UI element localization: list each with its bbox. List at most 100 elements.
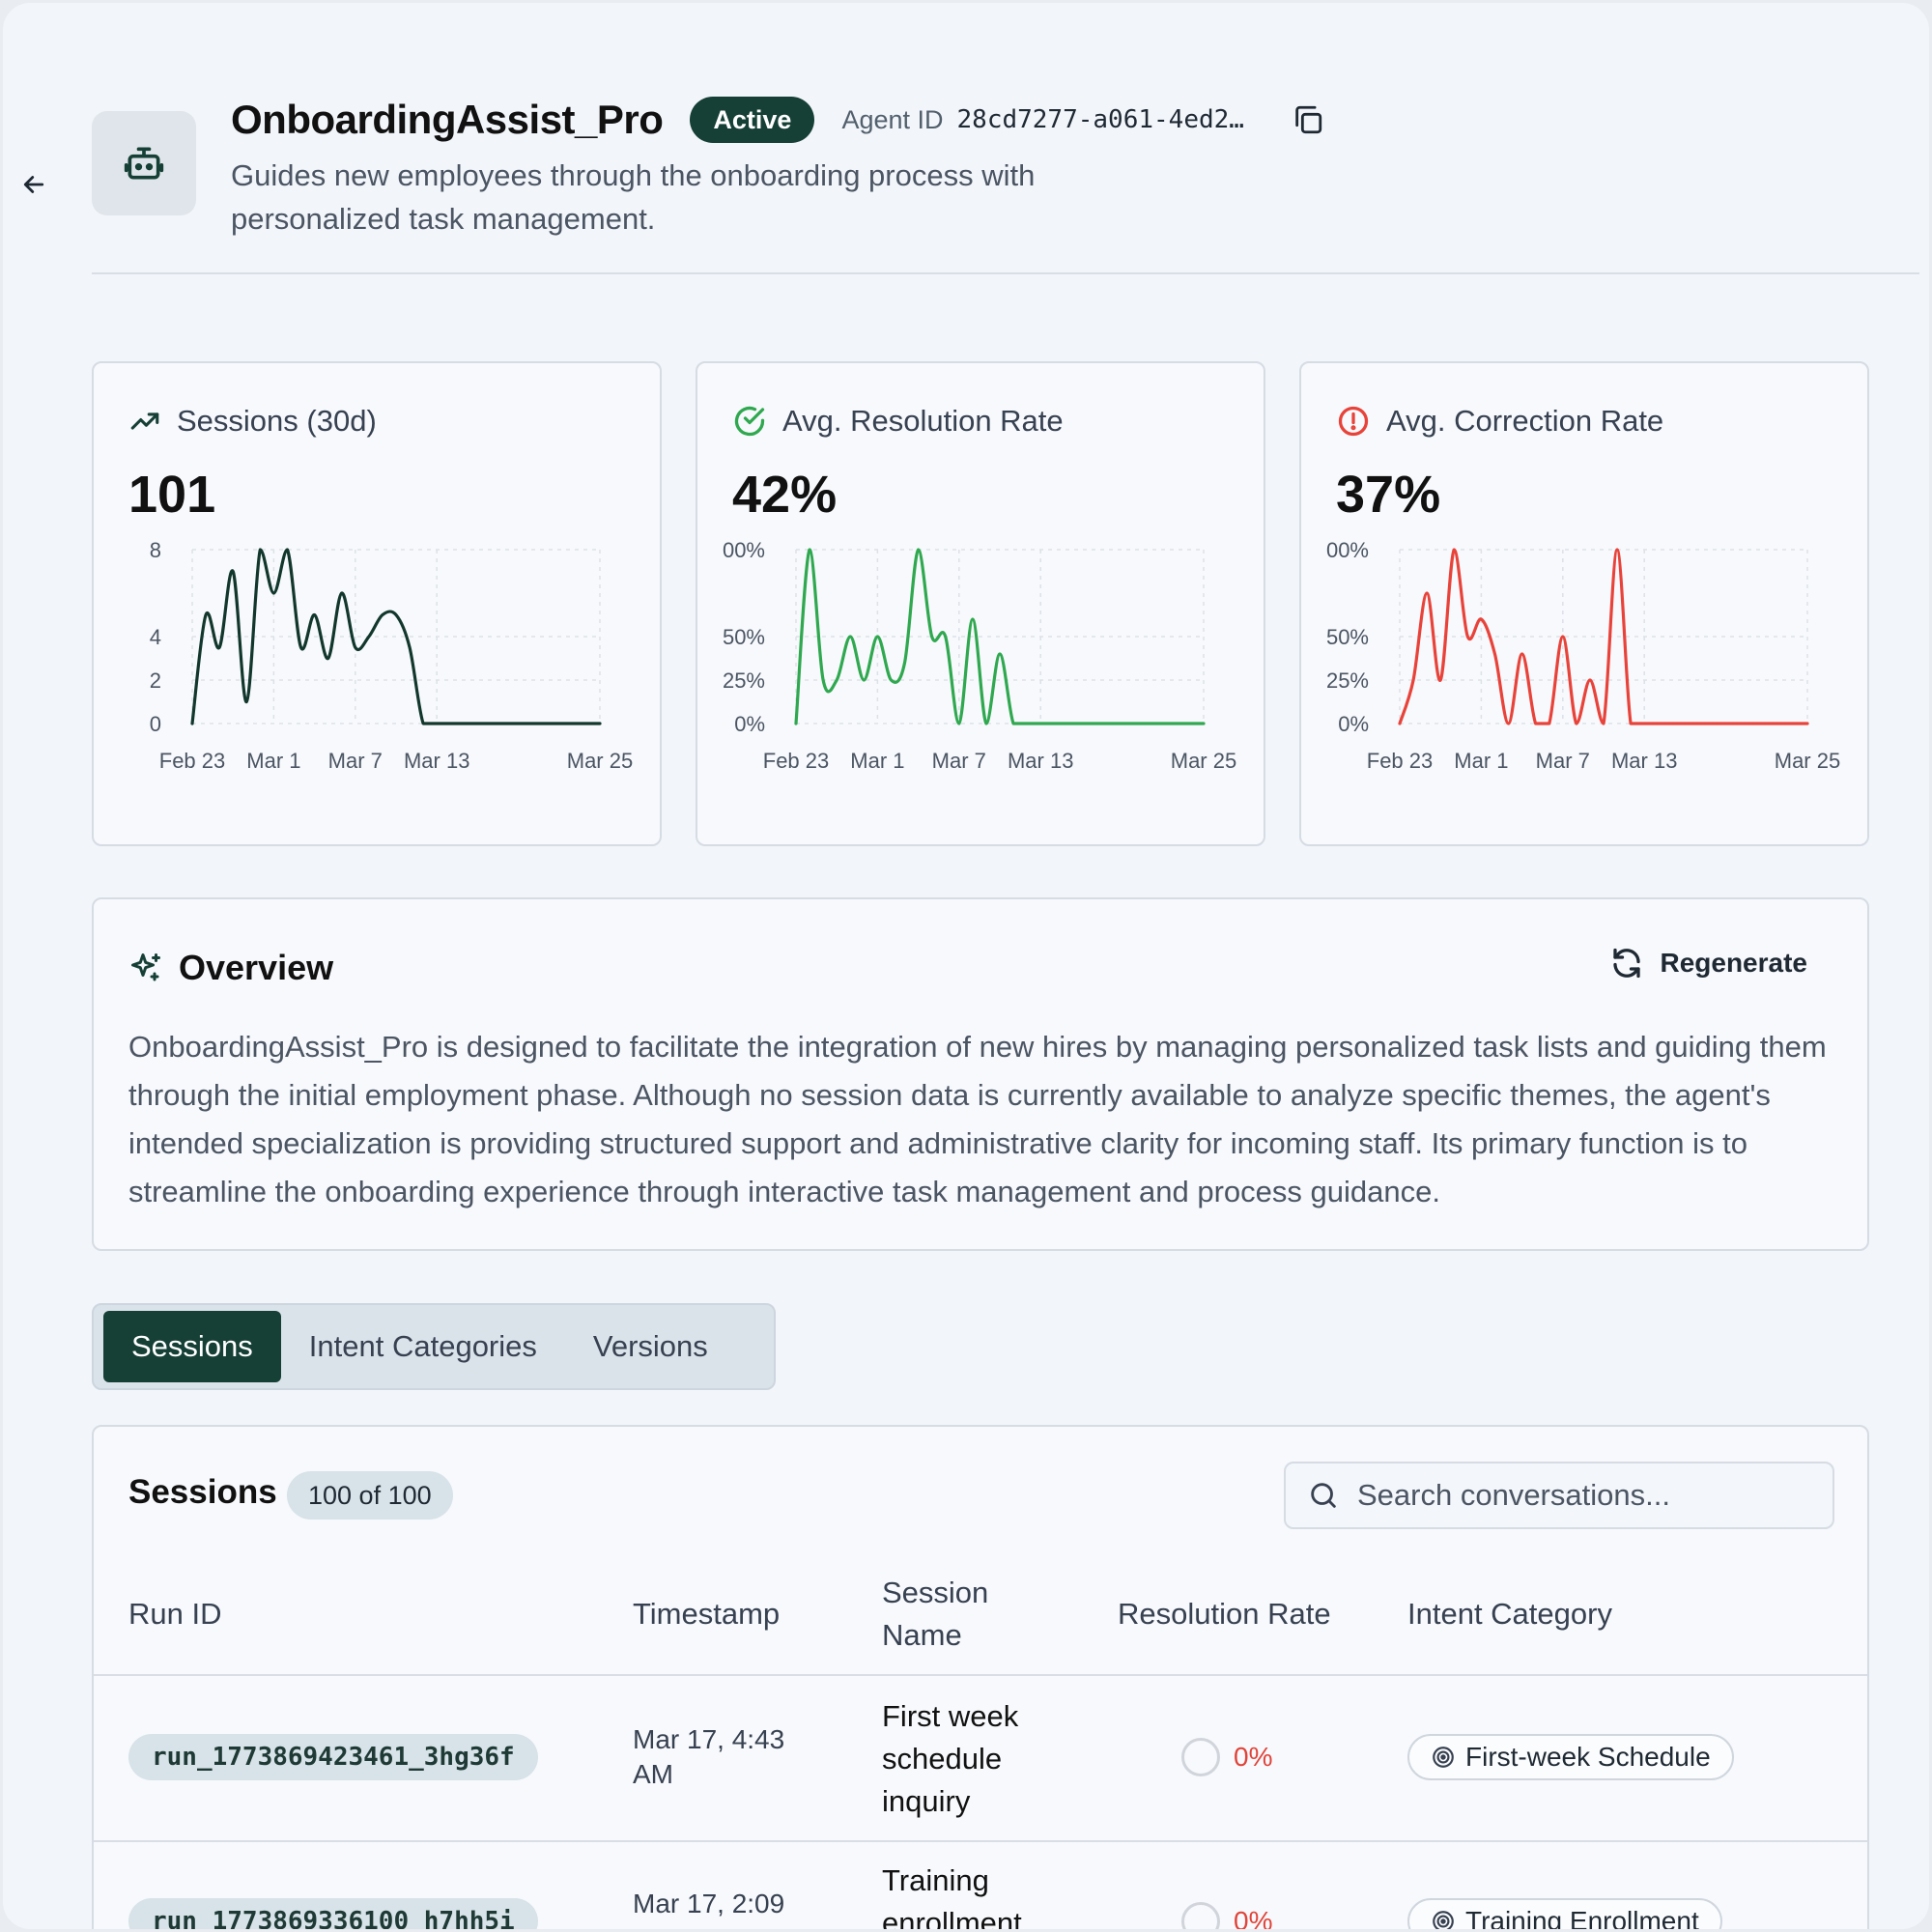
rate-value: 0% (1234, 1742, 1273, 1772)
sparkles-icon (131, 953, 160, 981)
rate-value: 0% (1234, 1906, 1273, 1929)
metric-label: Avg. Resolution Rate (782, 404, 1064, 438)
tab-intent-categories[interactable]: Intent Categories (308, 1329, 537, 1363)
robot-icon (124, 147, 164, 180)
series-line (1398, 548, 1809, 725)
resolution-rate-cell: 0% (1181, 1902, 1272, 1929)
regenerate-label: Regenerate (1660, 948, 1807, 978)
metric-value: 37% (1336, 466, 1441, 524)
intent-category-pill[interactable]: First-week Schedule (1407, 1734, 1734, 1780)
x-tick-label: Mar 7 (328, 749, 383, 773)
overview-text: OnboardingAssist_Pro is designed to faci… (128, 1030, 1827, 1208)
metric-header: Avg. Resolution Rate (732, 404, 1064, 439)
agent-id-label: Agent ID (841, 104, 944, 134)
x-tick-label: Mar 1 (850, 749, 904, 773)
run-id-pill[interactable]: run_1773869336100_h7hh5i (128, 1898, 538, 1929)
app-window: OnboardingAssist_Pro Active Agent ID 28c… (3, 3, 1929, 1929)
x-tick-label: Mar 25 (567, 749, 633, 773)
trending-up-icon (130, 412, 159, 430)
title-row: OnboardingAssist_Pro Active Agent ID 28c… (231, 94, 1327, 146)
target-icon (1433, 1911, 1454, 1929)
y-tick-label: 2 (150, 668, 161, 693)
overview-card: Overview Regenerate OnboardingAssist_Pro… (92, 897, 1869, 1251)
intent-category-label: First-week Schedule (1465, 1742, 1711, 1772)
x-tick-label: Feb 23 (159, 749, 226, 773)
x-tick-label: Mar 25 (1171, 749, 1236, 773)
copy-icon (1295, 105, 1322, 134)
sessions-line-chart: 0 2 4 8 Feb 23 Mar 1 Mar 7 Mar 13 Mar 25 (150, 542, 633, 773)
y-tick-label: 0% (1338, 712, 1369, 736)
tab-bar: Sessions Intent Categories Versions (92, 1303, 776, 1390)
column-header-intent-category[interactable]: Intent Category (1407, 1597, 1612, 1631)
rate-ring (1181, 1738, 1220, 1776)
regenerate-button[interactable]: Regenerate (1609, 946, 1807, 980)
sessions-count-badge: 100 of 100 (287, 1471, 453, 1520)
y-tick-label: 25% (1326, 668, 1369, 693)
target-icon (1433, 1747, 1454, 1768)
y-tick-label: 00% (723, 542, 765, 562)
copy-agent-id-button[interactable] (1289, 100, 1327, 139)
sessions-title: Sessions (128, 1473, 277, 1511)
agent-avatar (92, 111, 196, 215)
series-line (794, 548, 1206, 725)
intent-category-label: Training Enrollment (1465, 1906, 1699, 1929)
agent-description: Guides new employees through the onboard… (231, 158, 1036, 236)
y-tick-label: 50% (723, 625, 765, 649)
intent-category-pill[interactable]: Training Enrollment (1407, 1898, 1722, 1929)
y-tick-label: 8 (150, 542, 161, 562)
metric-label: Avg. Correction Rate (1386, 404, 1664, 438)
metric-value: 101 (128, 466, 216, 524)
x-tick-label: Mar 7 (932, 749, 986, 773)
x-tick-label: Mar 13 (1611, 749, 1677, 773)
x-tick-label: Feb 23 (763, 749, 830, 773)
metric-card-resolution: Avg. Resolution Rate 42% 0% 25% 50% 00% Feb … (696, 361, 1265, 846)
metric-value: 42% (732, 466, 838, 524)
back-button[interactable] (16, 167, 51, 202)
x-tick-label: Feb 23 (1367, 749, 1434, 773)
metric-card-sessions: Sessions (30d) 101 0 2 4 8 Feb 23 Mar 1 Mar 7 M… (92, 361, 662, 846)
timestamp-cell: Mar 17, 2:09 AM (633, 1889, 785, 1929)
x-tick-label: Mar 1 (246, 749, 300, 773)
column-header-resolution-rate[interactable]: Resolution Rate (1118, 1597, 1331, 1631)
search-icon (1311, 1483, 1336, 1508)
metric-card-correction: Avg. Correction Rate 37% 0% 25% 50% 00% Feb … (1299, 361, 1869, 846)
tab-versions[interactable]: Versions (592, 1329, 708, 1363)
session-name-cell: First week schedule inquiry (882, 1699, 1019, 1818)
header-divider (92, 272, 1919, 274)
session-name-cell: Training enrollment (882, 1863, 1022, 1929)
series-line (190, 548, 602, 725)
column-header-timestamp[interactable]: Timestamp (633, 1597, 781, 1631)
resolution-line-chart: 0% 25% 50% 00% Feb 23 Mar 1 Mar 7 Mar 13 Mar 25 (723, 542, 1236, 773)
timestamp-cell: Mar 17, 4:43 AM (633, 1724, 785, 1789)
table-header-divider (94, 1674, 1867, 1676)
arrow-left-icon (23, 176, 44, 193)
y-tick-label: 25% (723, 668, 765, 693)
column-header-session-name[interactable]: Session Name (882, 1576, 989, 1652)
x-tick-label: Mar 25 (1775, 749, 1840, 773)
metric-label: Sessions (30d) (177, 404, 377, 438)
alert-circle-icon (1338, 406, 1369, 437)
refresh-icon (1613, 948, 1641, 979)
x-tick-label: Mar 13 (404, 749, 469, 773)
check-circle-icon (734, 406, 765, 437)
x-tick-label: Mar 7 (1536, 749, 1590, 773)
search-input[interactable] (1357, 1478, 1821, 1513)
y-tick-label: 50% (1326, 625, 1369, 649)
overview-header: Overview (128, 948, 333, 988)
run-id-pill[interactable]: run_1773869423461_3hg36f (128, 1734, 538, 1780)
tab-sessions[interactable]: Sessions (103, 1311, 281, 1382)
x-tick-label: Mar 1 (1454, 749, 1508, 773)
rate-ring (1181, 1902, 1220, 1929)
y-tick-label: 0% (734, 712, 765, 736)
column-header-run-id[interactable]: Run ID (128, 1597, 222, 1631)
metric-header: Sessions (30d) (128, 404, 377, 439)
x-tick-label: Mar 13 (1008, 749, 1073, 773)
sessions-card: Sessions 100 of 100 Run ID Timestamp Ses… (92, 1425, 1869, 1929)
y-tick-label: 00% (1326, 542, 1369, 562)
overview-title: Overview (179, 948, 334, 987)
agent-id-value: 28cd7277-a061-4ed2… (956, 105, 1244, 134)
y-tick-label: 0 (150, 712, 161, 736)
status-badge: Active (690, 97, 815, 143)
resolution-rate-cell: 0% (1181, 1738, 1272, 1776)
metric-header: Avg. Correction Rate (1336, 404, 1663, 439)
